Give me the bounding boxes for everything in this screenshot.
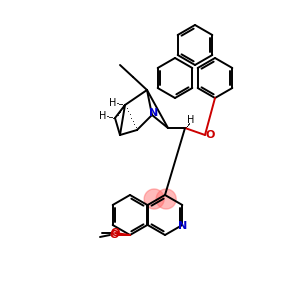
Circle shape <box>156 189 176 209</box>
Text: O: O <box>110 228 120 238</box>
Text: N: N <box>149 108 159 118</box>
Text: O: O <box>205 130 215 140</box>
Text: H: H <box>99 111 107 121</box>
Circle shape <box>144 189 164 209</box>
Text: N: N <box>178 221 187 231</box>
Text: H: H <box>187 115 195 125</box>
Text: H: H <box>109 98 117 108</box>
Text: O: O <box>109 230 119 240</box>
